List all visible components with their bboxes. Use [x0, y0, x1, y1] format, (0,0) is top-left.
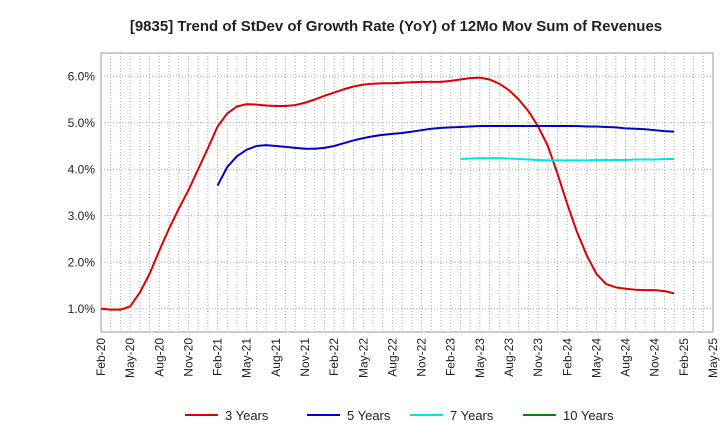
x-tick-label: May-23: [473, 338, 487, 378]
y-tick-label: 4.0%: [68, 162, 96, 176]
chart-title: [9835] Trend of StDev of Growth Rate (Yo…: [130, 18, 662, 35]
x-tick-label: Aug-21: [269, 338, 283, 377]
legend-label: 7 Years: [450, 408, 494, 423]
x-tick-label: Feb-24: [560, 338, 574, 376]
legend-item: 7 Years: [410, 408, 494, 423]
x-tick-label: Aug-23: [502, 338, 516, 377]
x-tick-label: Nov-23: [531, 338, 545, 377]
legend-item: 10 Years: [523, 408, 614, 423]
x-tick-label: Feb-20: [94, 338, 108, 376]
y-axis: 1.0% 2.0% 3.0% 4.0% 5.0% 6.0%: [68, 69, 96, 316]
x-tick-label: May-25: [706, 338, 720, 378]
grid: [100, 53, 714, 332]
x-tick-label: May-21: [240, 338, 254, 378]
legend: 3 Years 5 Years 7 Years 10 Years: [185, 408, 614, 423]
x-tick-label: Nov-22: [415, 338, 429, 377]
x-tick-label: Aug-24: [619, 338, 633, 377]
x-tick-label: Aug-22: [385, 338, 399, 377]
x-tick-label: May-24: [589, 338, 603, 378]
x-tick-label: Feb-23: [444, 338, 458, 376]
series-line-5-years: [216, 125, 675, 186]
x-tick-label: Nov-21: [298, 338, 312, 377]
series-line-7-years: [460, 157, 675, 162]
x-tick-label: Feb-22: [327, 338, 341, 376]
legend-label: 10 Years: [563, 408, 614, 423]
x-tick-label: May-22: [356, 338, 370, 378]
x-tick-label: Feb-21: [211, 338, 225, 376]
x-axis: Feb-20 May-20 Aug-20 Nov-20 Feb-21 May-21 Aug-…: [94, 338, 720, 378]
y-tick-label: 1.0%: [68, 302, 96, 316]
x-tick-label: Feb-25: [677, 338, 691, 376]
y-tick-label: 2.0%: [68, 255, 96, 269]
series-lines: [100, 76, 675, 311]
x-tick-label: Nov-24: [648, 338, 662, 377]
series-line-3-years: [100, 76, 675, 311]
x-tick-label: May-20: [123, 338, 137, 378]
x-tick-label: Aug-20: [152, 338, 166, 377]
y-tick-label: 6.0%: [68, 69, 96, 83]
legend-item: 5 Years: [307, 408, 391, 423]
y-tick-label: 5.0%: [68, 116, 96, 130]
legend-label: 5 Years: [347, 408, 391, 423]
y-tick-label: 3.0%: [68, 209, 96, 223]
x-tick-label: Nov-20: [181, 338, 195, 377]
plot-area: [100, 52, 714, 333]
legend-item: 3 Years: [185, 408, 269, 423]
legend-label: 3 Years: [225, 408, 269, 423]
